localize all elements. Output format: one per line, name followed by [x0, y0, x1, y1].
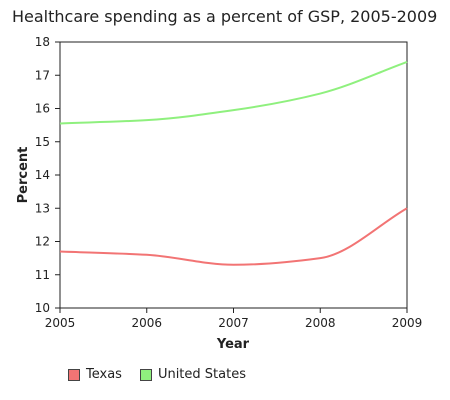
series-line-texas [59, 207, 408, 266]
legend: Texas United States [68, 367, 246, 382]
y-tick-label: 16 [35, 102, 50, 116]
legend-item-texas[interactable]: Texas [68, 367, 122, 382]
legend-label-united-states: United States [157, 367, 246, 382]
y-tick-label: 17 [35, 68, 50, 82]
y-tick-label: 11 [35, 268, 50, 282]
x-axis-title: Year [216, 337, 250, 352]
x-tick-label: 2008 [305, 316, 336, 330]
legend-swatch-texas [68, 368, 80, 381]
x-tick-label: 2009 [392, 316, 423, 330]
y-tick-label: 14 [35, 168, 50, 182]
chart-title: Healthcare spending as a percent of GSP,… [12, 7, 438, 26]
y-tick-label: 12 [35, 235, 50, 249]
y-axis-title: Percent [16, 147, 31, 204]
x-tick-label: 2006 [131, 316, 162, 330]
series-line-united-states [59, 61, 408, 125]
y-tick-label: 18 [35, 35, 50, 49]
x-tick-label: 2005 [45, 316, 76, 330]
legend-swatch-united-states [139, 368, 152, 381]
y-tick-label: 13 [35, 201, 50, 215]
x-axis-ticks: 2005 2006 2007 2008 2009 [45, 308, 423, 330]
x-tick-label: 2007 [218, 316, 249, 330]
y-axis-ticks: 10 11 12 13 14 15 16 17 18 [35, 35, 60, 315]
legend-item-united-states[interactable]: United States [139, 367, 246, 382]
legend-label-texas: Texas [86, 367, 122, 382]
y-tick-label: 15 [35, 135, 50, 149]
y-tick-label: 10 [35, 301, 50, 315]
series-lines [59, 61, 408, 266]
